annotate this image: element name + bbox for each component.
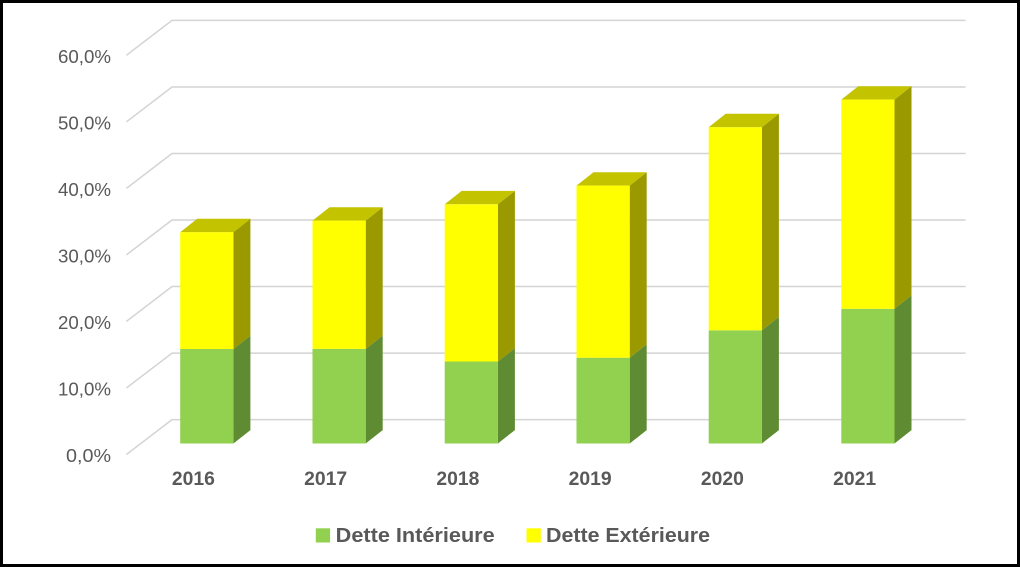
svg-text:2021: 2021 xyxy=(833,468,876,490)
svg-text:2020: 2020 xyxy=(701,468,744,490)
svg-text:50,0%: 50,0% xyxy=(58,114,111,134)
svg-text:2017: 2017 xyxy=(304,468,347,490)
svg-text:0,0%: 0,0% xyxy=(66,446,111,466)
svg-text:30,0%: 30,0% xyxy=(58,247,111,267)
svg-text:20,0%: 20,0% xyxy=(58,313,111,333)
svg-text:2016: 2016 xyxy=(172,468,215,490)
svg-text:2019: 2019 xyxy=(569,468,612,490)
svg-text:Dette Intérieure: Dette Intérieure xyxy=(336,525,495,547)
svg-text:60,0%: 60,0% xyxy=(58,47,111,67)
svg-text:Dette Extérieure: Dette Extérieure xyxy=(546,525,710,547)
svg-text:10,0%: 10,0% xyxy=(58,380,111,400)
svg-text:2018: 2018 xyxy=(436,468,479,490)
svg-text:40,0%: 40,0% xyxy=(58,180,111,200)
